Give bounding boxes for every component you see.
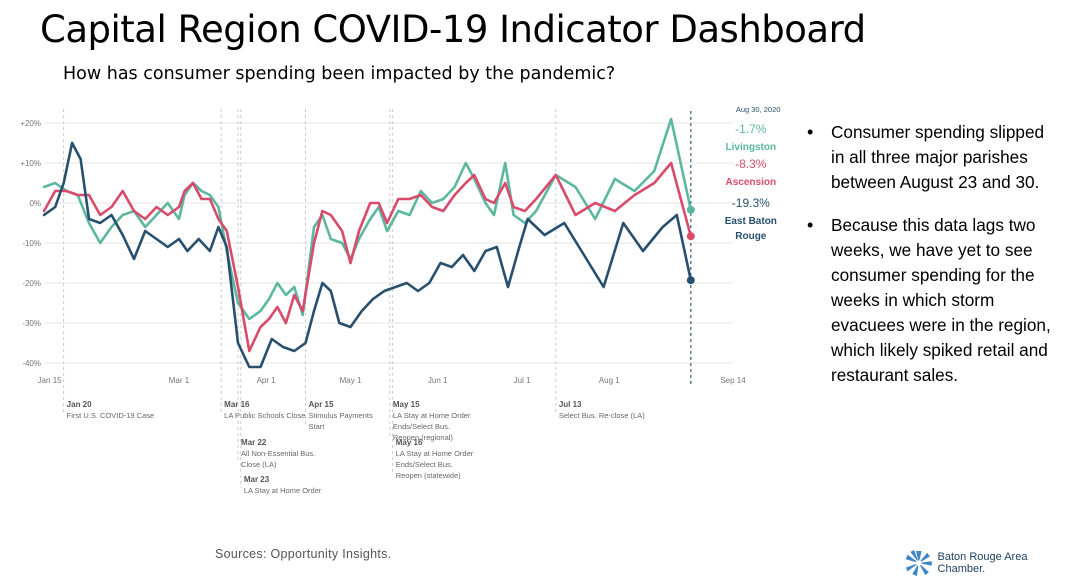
event-title: Jan 20: [67, 400, 92, 409]
event-description: LA Stay at Home Order: [393, 411, 471, 420]
x-tick-label: Mar 1: [169, 376, 190, 385]
y-tick-label: 0%: [29, 199, 41, 208]
series-end-value: -8.3%: [735, 157, 767, 171]
event-description: Select Bus. Re-close (LA): [559, 411, 645, 420]
y-tick-label: +10%: [20, 159, 41, 168]
bullet-item: Consumer spending slipped in all three m…: [803, 120, 1053, 195]
series-name-label: Rouge: [735, 231, 767, 242]
event-title: May 16: [396, 438, 423, 447]
y-tick-label: -20%: [22, 279, 41, 288]
x-tick-label: Sep 14: [720, 376, 746, 385]
series-end-value: -19.3%: [732, 196, 770, 210]
event-title: Mar 16: [224, 400, 250, 409]
x-tick-label: Jun 1: [428, 376, 448, 385]
x-tick-label: Aug 1: [599, 376, 620, 385]
bullet-list: Consumer spending slipped in all three m…: [803, 120, 1053, 406]
series-end-marker: [686, 276, 695, 285]
series-end-marker: [686, 232, 695, 241]
event-description: LA Stay at Home Order: [244, 486, 322, 495]
event-title: Jul 13: [559, 400, 582, 409]
x-tick-label: Jul 1: [514, 376, 531, 385]
y-tick-label: +20%: [20, 119, 41, 128]
series-name-label: East Baton: [725, 216, 777, 227]
y-tick-label: -40%: [22, 359, 41, 368]
x-tick-label: Apr 1: [257, 376, 277, 385]
page-title: Capital Region COVID-19 Indicator Dashbo…: [40, 8, 866, 51]
series-name-label: Ascension: [726, 177, 777, 188]
x-tick-label: Jan 15: [38, 376, 63, 385]
series-end-value: -1.7%: [735, 122, 767, 136]
event-description: Reopen (regional): [393, 433, 454, 442]
y-tick-label: -10%: [22, 239, 41, 248]
event-title: Apr 15: [309, 400, 334, 409]
event-description: Ends/Select Bus.: [393, 422, 450, 431]
series-line-livingston: [42, 117, 693, 321]
y-tick-label: -30%: [22, 319, 41, 328]
event-description: Stimulus Payments: [309, 411, 373, 420]
starburst-icon: [905, 550, 932, 576]
series-line-ascension: [42, 161, 693, 353]
x-tick-label: May 1: [340, 376, 362, 385]
series-end-marker: [686, 205, 695, 214]
series-line-east-baton-rouge: [42, 141, 693, 369]
event-description: Ends/Select Bus.: [396, 460, 453, 469]
event-description: LA Stay at Home Order: [396, 449, 474, 458]
event-description: First U.S. COVID-19 Case: [67, 411, 155, 420]
event-title: Mar 23: [244, 475, 270, 484]
chamber-logo: Baton Rouge Area Chamber.: [903, 548, 1068, 578]
event-description: Reopen (statewide): [396, 471, 462, 480]
page-subtitle: How has consumer spending been impacted …: [63, 64, 616, 84]
spending-line-chart: +20% +10% 0% -10% -20% -30% -40% Jan 15 Mar 1 Apr…: [20, 105, 781, 495]
event-description: LA Public Schools Close: [224, 411, 305, 420]
event-description: Start: [309, 422, 326, 431]
series-name-label: Livingston: [726, 142, 777, 153]
logo-text: Baton Rouge Area Chamber.: [937, 551, 1028, 575]
event-description: Close (LA): [241, 460, 277, 469]
end-date-label: Aug 30, 2020: [736, 105, 781, 114]
sources-note: Sources: Opportunity Insights.: [215, 547, 392, 561]
event-title: Mar 22: [241, 438, 267, 447]
bullet-item: Because this data lags two weeks, we hav…: [803, 213, 1053, 388]
event-description: All Non-Essential Bus.: [241, 449, 315, 458]
event-title: May 15: [393, 400, 420, 409]
